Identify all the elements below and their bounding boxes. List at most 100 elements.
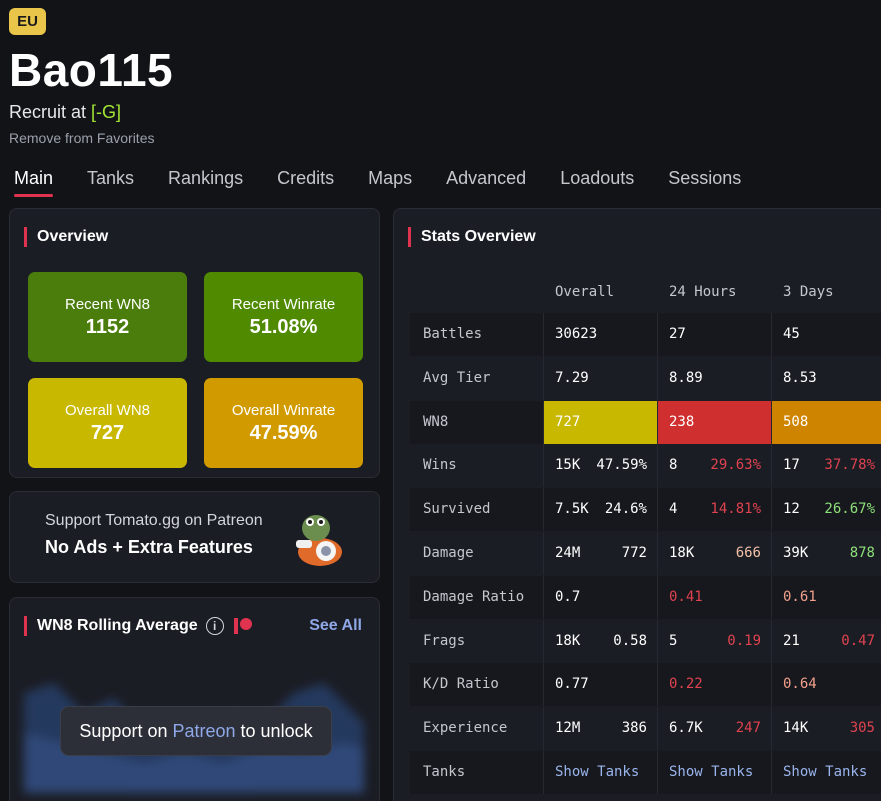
stats-value: 0.7: [555, 588, 581, 605]
stats-value: 8.89: [669, 369, 703, 386]
stats-value: 45: [783, 326, 800, 342]
show-tanks-link[interactable]: Show Tanks: [783, 764, 868, 780]
player-name: Bao115: [9, 44, 174, 96]
tab-rankings[interactable]: Rankings: [168, 168, 244, 188]
stats-secondary-value: 305: [849, 720, 875, 737]
column-divider: [771, 663, 772, 707]
patreon-unlock-button[interactable]: Support on Patreon to unlock: [60, 706, 332, 756]
column-divider: [771, 751, 772, 794]
stats-value: 18K: [669, 545, 695, 561]
unlock-patreon-link[interactable]: Patreon: [172, 720, 236, 741]
patreon-promo-card[interactable]: Support Tomato.gg on Patreon No Ads + Ex…: [9, 491, 380, 583]
stats-secondary-value: 0.47: [841, 632, 875, 649]
stats-value: 15K: [555, 457, 581, 474]
wn8-cell-bg: [657, 400, 771, 444]
column-divider: [543, 532, 544, 575]
stats-secondary-value: 878: [849, 545, 875, 561]
tab-advanced[interactable]: Advanced: [446, 168, 527, 188]
tile-label: Overall WN8: [64, 401, 150, 419]
column-header-overall: Overall: [555, 284, 615, 300]
stats-row: Frags 18K 0.58 5 0.19 21 0.47: [410, 619, 881, 663]
column-divider: [771, 356, 772, 400]
stats-value: 0.61: [783, 588, 817, 605]
stats-row-label: Survived: [423, 501, 491, 518]
column-divider: [657, 707, 658, 751]
tab-maps[interactable]: Maps: [368, 168, 413, 188]
stats-value: 21: [783, 632, 800, 649]
stats-value: 4: [669, 501, 678, 518]
stats-row-label: Tanks: [423, 764, 466, 780]
stats-row-label: Experience: [423, 720, 508, 737]
tab-sessions[interactable]: Sessions: [668, 168, 742, 188]
overall-wn8-tile: Overall WN8 727: [28, 378, 187, 468]
column-divider: [543, 575, 544, 619]
tab-credits[interactable]: Credits: [277, 168, 335, 188]
stats-value: 39K: [783, 545, 809, 561]
stats-value: 24M: [555, 545, 581, 561]
column-header-3d: 3 Days: [783, 284, 834, 300]
stats-value: 0.77: [555, 676, 589, 693]
stats-value: 6.7K: [669, 720, 703, 737]
column-divider: [543, 707, 544, 751]
tab-tanks[interactable]: Tanks: [87, 168, 135, 188]
column-divider: [543, 488, 544, 532]
stats-secondary-value: 26.67%: [824, 501, 875, 518]
stats-secondary-value: 247: [735, 720, 761, 737]
stats-row-label: Damage Ratio: [423, 588, 525, 605]
stats-row-label: K/D Ratio: [423, 676, 499, 693]
stats-value: 5: [669, 632, 678, 649]
stats-row-label: Avg Tier: [423, 369, 491, 386]
clan-role: Recruit at: [9, 102, 92, 122]
column-divider: [657, 444, 658, 488]
tab-loadouts[interactable]: Loadouts: [560, 168, 635, 188]
stats-row: Wins 15K 47.59% 8 29.63% 17 37.78%: [410, 444, 881, 488]
stats-secondary-value: 29.63%: [710, 457, 761, 474]
wn8-cell-bg: [771, 400, 881, 444]
stats-row-label: Damage: [423, 545, 474, 561]
show-tanks-link[interactable]: Show Tanks: [669, 764, 754, 780]
stats-value: 27: [669, 326, 686, 342]
stats-value: 508: [783, 413, 809, 430]
stats-row: WN8 727 238 508: [410, 400, 881, 444]
stats-value: 7.29: [555, 369, 589, 386]
tile-label: Recent Winrate: [231, 295, 336, 313]
stats-row: Damage 24M 772 18K 666 39K 878: [410, 532, 881, 575]
stats-row-label: WN8: [423, 413, 449, 430]
clan-tag-link[interactable]: [-G]: [91, 102, 122, 122]
column-header-24h: 24 Hours: [669, 284, 737, 300]
tile-label: Recent WN8: [64, 295, 151, 313]
column-divider: [657, 663, 658, 707]
info-icon[interactable]: i: [205, 617, 224, 635]
column-divider: [657, 488, 658, 532]
stats-value: 0.64: [783, 676, 817, 693]
stats-secondary-value: 37.78%: [824, 457, 875, 474]
see-all-link[interactable]: See All: [309, 617, 362, 634]
stats-row: Avg Tier 7.29 8.89 8.53: [410, 356, 881, 400]
column-divider: [657, 400, 658, 444]
column-divider: [771, 575, 772, 619]
column-divider: [657, 313, 658, 356]
stats-secondary-value: 386: [621, 720, 647, 737]
stats-value: 12M: [555, 720, 581, 737]
column-divider: [543, 619, 544, 663]
tab-main[interactable]: Main: [14, 168, 54, 197]
column-divider: [657, 356, 658, 400]
stats-value: 0.41: [669, 588, 703, 605]
column-divider: [771, 619, 772, 663]
show-tanks-link[interactable]: Show Tanks: [555, 764, 640, 780]
column-divider: [543, 663, 544, 707]
overall-winrate-tile: Overall Winrate 47.59%: [204, 378, 363, 468]
column-divider: [657, 532, 658, 575]
clan-line: Recruit at [-G]: [9, 102, 121, 123]
stats-secondary-value: 666: [735, 545, 761, 561]
column-divider: [543, 444, 544, 488]
tile-value: 51.08%: [249, 315, 318, 338]
remove-favorites-link[interactable]: Remove from Favorites: [9, 130, 155, 146]
stats-row-label: Frags: [423, 632, 466, 649]
column-divider: [657, 619, 658, 663]
stats-secondary-value: 14.81%: [710, 501, 761, 518]
patreon-promo-headline: No Ads + Extra Features: [45, 537, 253, 557]
column-divider: [771, 707, 772, 751]
column-divider: [543, 400, 544, 444]
stats-row: Damage Ratio 0.7 0.41 0.61: [410, 575, 881, 619]
